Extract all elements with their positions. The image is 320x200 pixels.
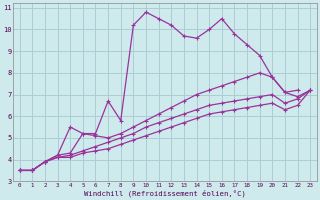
X-axis label: Windchill (Refroidissement éolien,°C): Windchill (Refroidissement éolien,°C) [84,189,246,197]
